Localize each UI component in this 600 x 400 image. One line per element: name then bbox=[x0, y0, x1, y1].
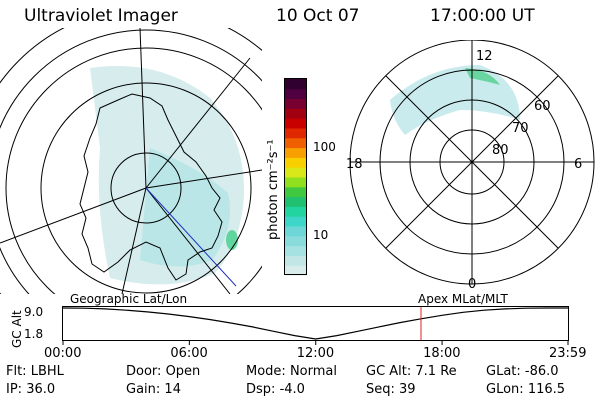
filter-label: Flt: bbox=[6, 364, 27, 379]
timeline-ytick-bottom: 1.8 bbox=[24, 327, 44, 341]
colorbar-segment bbox=[285, 79, 306, 90]
colorbar-segment bbox=[285, 206, 306, 217]
timeline-xtick-label: 06:00 bbox=[170, 346, 208, 361]
colorbar-segment bbox=[285, 167, 306, 178]
color-scale-bar bbox=[284, 78, 307, 276]
geographic-map bbox=[0, 28, 262, 294]
colorbar-segment bbox=[285, 177, 306, 188]
dsp-value: -4.0 bbox=[279, 382, 305, 397]
right-map-name: Apex MLat/MLT bbox=[418, 292, 508, 306]
gain-value: 14 bbox=[164, 382, 181, 397]
latitude-circles bbox=[0, 28, 262, 294]
colorbar-segment bbox=[285, 255, 306, 266]
uv-emission-region bbox=[390, 65, 520, 135]
door-value: Open bbox=[165, 364, 201, 379]
mlt-lines bbox=[350, 40, 594, 284]
colorbar-segment bbox=[285, 265, 306, 276]
altitude-timeline-chart bbox=[62, 306, 569, 345]
gain-label: Gain: bbox=[126, 382, 161, 397]
colorbar-segment bbox=[285, 157, 306, 168]
mlat-label-60: 60 bbox=[534, 99, 551, 114]
seq-value: 39 bbox=[399, 382, 416, 397]
timeline-frame bbox=[62, 306, 569, 341]
colorbar-segment bbox=[285, 118, 306, 129]
colorbar-tick-10: 10 bbox=[313, 228, 329, 242]
mlt-label-top: 12 bbox=[476, 49, 493, 64]
colorbar-tick-100: 100 bbox=[313, 140, 336, 154]
glon-label: GLon: bbox=[486, 382, 524, 397]
colorbar-segment bbox=[285, 245, 306, 256]
colorbar-segment bbox=[285, 196, 306, 207]
seq-label: Seq: bbox=[366, 382, 395, 397]
magnetic-map: 12 6 0 18 80 70 60 bbox=[346, 40, 595, 292]
timeline-xtick-label: 12:00 bbox=[296, 346, 335, 361]
gcalt-label: GC Alt: bbox=[366, 364, 412, 379]
terminator-line bbox=[145, 187, 237, 287]
color-scale-segments bbox=[285, 79, 306, 276]
meridian-lines bbox=[0, 28, 262, 294]
colorbar-segment bbox=[285, 186, 306, 198]
mlt-label-bottom: 0 bbox=[468, 277, 476, 292]
date-label: 10 Oct 07 bbox=[276, 6, 360, 26]
colorbar-segment bbox=[285, 88, 306, 100]
uv-emission-region bbox=[90, 66, 245, 285]
glon-value: 116.5 bbox=[527, 382, 566, 397]
gcalt-value: 7.1 Re bbox=[415, 364, 457, 379]
timeline-ytick-top: 9.0 bbox=[24, 305, 44, 319]
mode-value: Normal bbox=[289, 364, 337, 379]
colorbar-unit-label: photon cm⁻²s⁻¹ bbox=[266, 139, 281, 240]
mlat-label-80: 80 bbox=[492, 143, 509, 158]
gc-alt-series-line bbox=[62, 307, 568, 340]
glat-value: -86.0 bbox=[524, 364, 559, 379]
mlt-label-left: 18 bbox=[346, 157, 363, 172]
colorbar-segment bbox=[285, 128, 306, 139]
colorbar-segment bbox=[285, 137, 306, 149]
mlt-label-right: 6 bbox=[574, 157, 582, 172]
colorbar-segment bbox=[285, 235, 306, 247]
colorbar-segment bbox=[285, 216, 306, 227]
colorbar-segment bbox=[285, 108, 306, 119]
timeline-xtick-label: 23:59 bbox=[549, 346, 587, 361]
time-label: 17:00:00 UT bbox=[430, 6, 535, 26]
filter-value: LBHL bbox=[30, 364, 64, 379]
dsp-label: Dsp: bbox=[246, 382, 276, 397]
door-label: Door: bbox=[126, 364, 162, 379]
antarctica-coastline bbox=[79, 93, 223, 281]
timeline-xtick-label: 00:00 bbox=[44, 346, 82, 361]
instrument-title: Ultraviolet Imager bbox=[24, 6, 178, 26]
ip-value: 36.0 bbox=[26, 382, 56, 397]
ip-label: IP: bbox=[6, 382, 23, 397]
timeline-xtick-label: 18:00 bbox=[423, 346, 461, 361]
mode-label: Mode: bbox=[246, 364, 286, 379]
colorbar-segment bbox=[285, 147, 306, 158]
mlat-label-70: 70 bbox=[512, 121, 529, 136]
colorbar-segment bbox=[285, 226, 306, 237]
glat-label: GLat: bbox=[486, 364, 521, 379]
left-map-name: Geographic Lat/Lon bbox=[70, 292, 188, 306]
colorbar-segment bbox=[285, 98, 306, 109]
